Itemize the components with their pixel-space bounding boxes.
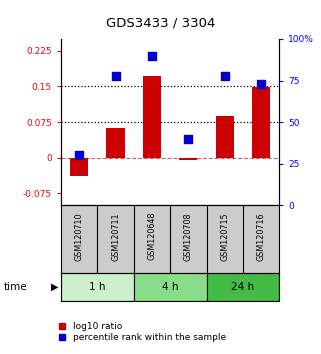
Bar [107, 128, 125, 158]
Text: 4 h: 4 h [162, 282, 178, 292]
Legend: log10 ratio, percentile rank within the sample: log10 ratio, percentile rank within the … [59, 322, 226, 342]
Text: ▶: ▶ [51, 282, 58, 292]
Bar [134, 273, 206, 301]
Text: GSM120708: GSM120708 [184, 212, 193, 261]
Point [77, 153, 82, 158]
Point [186, 136, 191, 142]
Bar [216, 116, 234, 158]
Bar [252, 87, 270, 158]
Point [149, 53, 154, 58]
Point [222, 73, 227, 78]
Text: 1 h: 1 h [89, 282, 106, 292]
Bar [179, 158, 197, 160]
Text: GSM120648: GSM120648 [147, 212, 156, 261]
Text: GSM120715: GSM120715 [220, 212, 229, 261]
Text: time: time [3, 282, 27, 292]
Point [113, 73, 118, 78]
Bar [70, 158, 88, 176]
Bar [206, 273, 279, 301]
Bar [61, 273, 134, 301]
Text: GSM120711: GSM120711 [111, 212, 120, 261]
Bar [143, 75, 161, 158]
Point [258, 81, 264, 87]
Text: GSM120710: GSM120710 [75, 212, 84, 261]
Text: GDS3433 / 3304: GDS3433 / 3304 [106, 17, 215, 29]
Text: 24 h: 24 h [231, 282, 255, 292]
Text: GSM120716: GSM120716 [256, 212, 265, 261]
